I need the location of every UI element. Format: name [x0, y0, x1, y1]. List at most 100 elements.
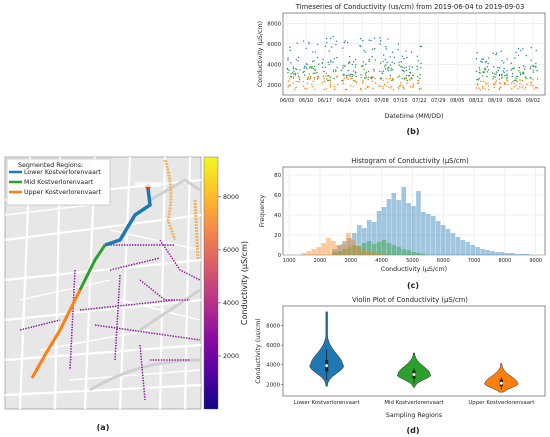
- b-point: [362, 64, 364, 67]
- b-point: [292, 76, 295, 78]
- b-point: [485, 83, 488, 85]
- c-xtick-label-1: 2000: [314, 258, 327, 264]
- c-bar-s2-11: [355, 246, 361, 255]
- b-point: [390, 67, 392, 69]
- b-point: [364, 51, 367, 53]
- c-bar-s0-37: [514, 254, 520, 255]
- b-point: [312, 80, 314, 83]
- b-point: [323, 70, 325, 73]
- upper-segment-line: [30, 289, 82, 379]
- b-point: [398, 88, 400, 90]
- c-bar-s1-13: [396, 247, 402, 255]
- b-point: [513, 79, 515, 82]
- b-point: [525, 54, 527, 57]
- c-bar-s1-5: [356, 246, 362, 255]
- b-point: [408, 75, 410, 77]
- b-point: [390, 85, 393, 88]
- b-point: [496, 71, 498, 73]
- b-point: [361, 65, 363, 68]
- b-point: [535, 86, 537, 89]
- c-bar-s0-39: [524, 254, 530, 255]
- b-point: [303, 65, 306, 68]
- b-point: [530, 66, 532, 68]
- b-point: [332, 61, 334, 63]
- b-point: [513, 82, 515, 85]
- b-ytick-label-1: 4000: [267, 62, 281, 68]
- b-point: [417, 82, 419, 85]
- c-xtick-label-3: 4000: [375, 258, 388, 264]
- b-point: [385, 48, 387, 50]
- b-point: [476, 78, 478, 81]
- b-point: [343, 41, 345, 44]
- b-point: [323, 88, 325, 91]
- b-point: [486, 71, 489, 73]
- b-point: [385, 85, 387, 87]
- b-point: [294, 74, 297, 76]
- b-point: [517, 87, 519, 90]
- b-point: [330, 61, 332, 63]
- b-xtick-label-9: 08/05: [450, 98, 464, 104]
- b-point: [290, 75, 293, 78]
- b-point: [288, 69, 290, 72]
- b-point: [326, 41, 328, 44]
- b-point: [342, 82, 344, 85]
- b-point: [364, 73, 367, 75]
- b-point: [343, 77, 345, 80]
- b-point: [306, 67, 308, 70]
- b-point: [385, 45, 387, 48]
- b-point: [475, 87, 478, 89]
- b-point: [313, 76, 316, 79]
- b-point: [298, 76, 300, 79]
- b-point: [368, 86, 370, 88]
- b-point: [305, 66, 307, 68]
- b-point: [325, 78, 328, 80]
- b-point: [304, 87, 306, 90]
- b-point: [393, 62, 396, 65]
- map-panel: Segmented Regions: Lower Kostverlorenvaa…: [4, 156, 249, 432]
- b-point: [498, 87, 501, 89]
- b-point: [405, 74, 408, 77]
- c-bar-s2-6: [331, 241, 336, 255]
- chart-d-xlabel: Sampling Regions: [386, 412, 442, 419]
- colorbar-tick-label-2: 6000: [223, 247, 239, 254]
- c-bar-s2-1: [306, 251, 312, 255]
- b-point: [524, 86, 527, 89]
- b-point: [365, 77, 367, 79]
- c-bar-s2-8: [340, 244, 346, 255]
- b-point: [311, 66, 313, 68]
- c-bar-s0-36: [509, 253, 515, 255]
- c-bar-s0-11: [386, 199, 392, 255]
- b-point: [484, 67, 486, 69]
- b-point: [483, 71, 486, 73]
- b-point: [379, 43, 381, 45]
- b-point: [303, 70, 305, 73]
- b-point: [351, 63, 354, 66]
- b-point: [532, 85, 534, 87]
- b-point: [405, 66, 407, 69]
- b-point: [513, 86, 515, 88]
- c-bar-s0-0: [332, 249, 337, 255]
- b-point: [511, 73, 514, 75]
- d-median-0: [325, 364, 329, 368]
- b-point: [517, 54, 520, 57]
- b-point: [385, 78, 387, 80]
- b-point: [287, 72, 289, 74]
- b-point: [387, 70, 390, 72]
- c-bar-s1-14: [401, 249, 406, 255]
- b-point: [334, 88, 336, 90]
- b-point: [420, 66, 422, 69]
- b-point: [335, 43, 337, 46]
- b-point: [532, 71, 534, 73]
- c-ytick-label-0: 0: [278, 253, 282, 259]
- b-point: [382, 70, 385, 72]
- b-point: [536, 86, 538, 89]
- b-point: [311, 60, 314, 63]
- b-point: [367, 70, 370, 73]
- b-point: [382, 54, 385, 56]
- b-point: [328, 79, 330, 82]
- b-point: [306, 78, 309, 80]
- b-point: [374, 59, 377, 61]
- b-point: [306, 88, 308, 90]
- c-bar-s1-17: [416, 253, 421, 255]
